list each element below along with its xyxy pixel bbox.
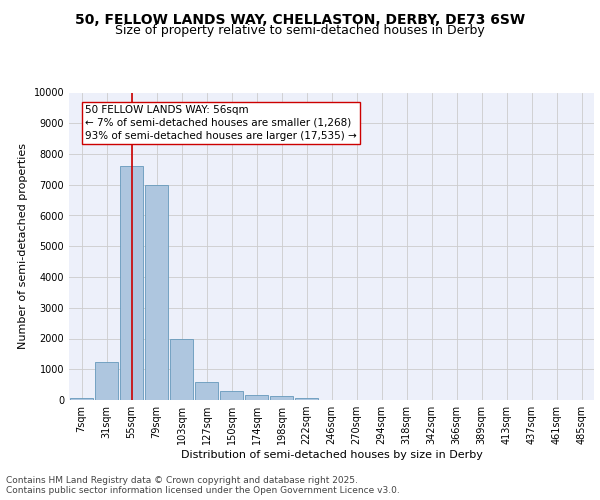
Bar: [270, 396, 293, 400]
Y-axis label: Number of semi-detached properties: Number of semi-detached properties: [18, 143, 28, 349]
Bar: [95, 362, 118, 400]
Bar: [70, 398, 93, 400]
Bar: [120, 166, 143, 400]
Bar: [170, 338, 193, 400]
Text: Size of property relative to semi-detached houses in Derby: Size of property relative to semi-detach…: [115, 24, 485, 37]
Text: Contains HM Land Registry data © Crown copyright and database right 2025.: Contains HM Land Registry data © Crown c…: [6, 476, 358, 485]
Bar: [195, 382, 218, 400]
Text: Contains public sector information licensed under the Open Government Licence v3: Contains public sector information licen…: [6, 486, 400, 495]
Bar: [145, 184, 168, 400]
X-axis label: Distribution of semi-detached houses by size in Derby: Distribution of semi-detached houses by …: [181, 450, 482, 460]
Bar: [295, 398, 318, 400]
Bar: [245, 396, 268, 400]
Text: 50, FELLOW LANDS WAY, CHELLASTON, DERBY, DE73 6SW: 50, FELLOW LANDS WAY, CHELLASTON, DERBY,…: [75, 12, 525, 26]
Bar: [220, 392, 243, 400]
Text: 50 FELLOW LANDS WAY: 56sqm
← 7% of semi-detached houses are smaller (1,268)
93% : 50 FELLOW LANDS WAY: 56sqm ← 7% of semi-…: [85, 105, 357, 141]
